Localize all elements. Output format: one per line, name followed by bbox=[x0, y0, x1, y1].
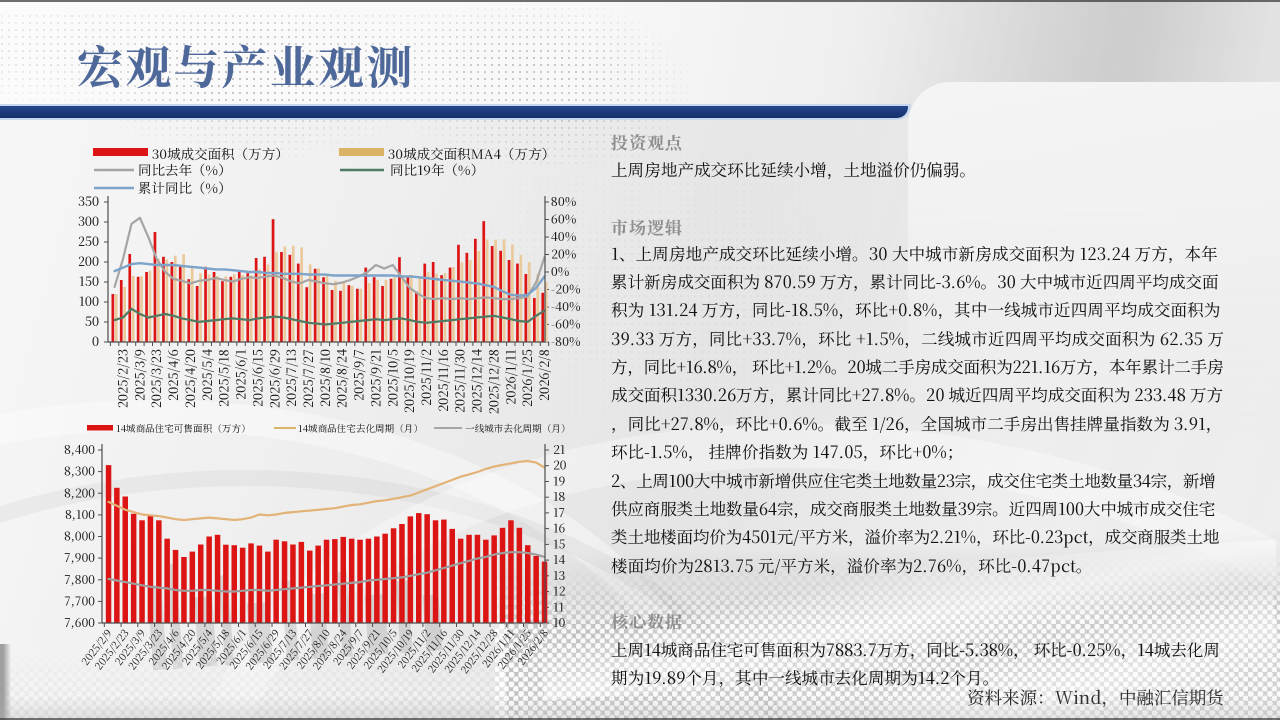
svg-text:-20%: -20% bbox=[551, 280, 581, 298]
svg-text:250: 250 bbox=[78, 231, 99, 250]
svg-text:15: 15 bbox=[553, 535, 565, 552]
svg-text:8,200: 8,200 bbox=[64, 484, 95, 501]
svg-text:2025/5/18: 2025/5/18 bbox=[214, 349, 233, 407]
svg-text:2026/1/25: 2026/1/25 bbox=[517, 349, 536, 407]
svg-text:30城成交面积（万方）: 30城成交面积（万方） bbox=[152, 143, 289, 163]
svg-text:2025/7/27: 2025/7/27 bbox=[298, 349, 317, 408]
svg-text:2025/9/21: 2025/9/21 bbox=[365, 349, 384, 407]
svg-text:2025/11/2: 2025/11/2 bbox=[416, 349, 435, 406]
svg-text:8,300: 8,300 bbox=[64, 463, 95, 480]
svg-text:-60%: -60% bbox=[551, 315, 581, 333]
svg-text:10: 10 bbox=[553, 614, 566, 631]
svg-text:150: 150 bbox=[79, 271, 99, 290]
svg-text:2025/6/29: 2025/6/29 bbox=[264, 349, 283, 408]
svg-text:2025/3/9: 2025/3/9 bbox=[129, 349, 148, 401]
svg-text:2025/6/1: 2025/6/1 bbox=[231, 349, 250, 400]
svg-text:100: 100 bbox=[79, 291, 99, 310]
svg-text:30城成交面积MA4（万方）: 30城成交面积MA4（万方） bbox=[388, 143, 555, 163]
svg-text:8,000: 8,000 bbox=[64, 528, 95, 545]
svg-text:17: 17 bbox=[553, 504, 565, 521]
svg-text:-40%: -40% bbox=[551, 297, 581, 315]
svg-text:2025/4/6: 2025/4/6 bbox=[163, 349, 182, 401]
svg-text:2025/12/28: 2025/12/28 bbox=[483, 349, 502, 414]
svg-text:14: 14 bbox=[553, 551, 566, 568]
svg-text:19: 19 bbox=[553, 472, 565, 489]
svg-text:同比去年（%）: 同比去年（%） bbox=[138, 159, 232, 179]
svg-text:7,700: 7,700 bbox=[64, 592, 95, 609]
svg-text:350: 350 bbox=[78, 191, 99, 210]
svg-text:8,400: 8,400 bbox=[64, 441, 95, 458]
svg-text:80%: 80% bbox=[551, 192, 576, 210]
svg-text:2025/8/10: 2025/8/10 bbox=[315, 349, 334, 407]
svg-text:7,600: 7,600 bbox=[64, 614, 95, 631]
svg-text:2025/10/5: 2025/10/5 bbox=[382, 349, 401, 407]
svg-text:0%: 0% bbox=[551, 262, 569, 280]
svg-text:2026/1/11: 2026/1/11 bbox=[500, 349, 519, 405]
svg-text:200: 200 bbox=[78, 251, 99, 270]
svg-text:0: 0 bbox=[92, 331, 99, 350]
svg-text:60%: 60% bbox=[551, 210, 576, 228]
svg-text:同比19年（%）: 同比19年（%） bbox=[390, 159, 484, 179]
svg-text:16: 16 bbox=[553, 520, 565, 537]
svg-text:14城商品住宅去化周期（月）: 14城商品住宅去化周期（月） bbox=[298, 421, 423, 435]
svg-text:21: 21 bbox=[553, 441, 566, 458]
svg-text:2025/11/30: 2025/11/30 bbox=[450, 349, 469, 413]
svg-text:2025/7/13: 2025/7/13 bbox=[281, 349, 300, 407]
svg-text:一线城市去化周期（月）: 一线城市去化周期（月） bbox=[465, 421, 571, 435]
svg-text:14城商品住宅可售面积（万方）: 14城商品住宅可售面积（万方） bbox=[116, 421, 251, 435]
svg-text:2025/3/23: 2025/3/23 bbox=[146, 349, 165, 408]
svg-text:18: 18 bbox=[553, 488, 565, 505]
svg-text:-80%: -80% bbox=[551, 332, 581, 350]
svg-text:2025/11/16: 2025/11/16 bbox=[433, 349, 452, 412]
svg-text:20%: 20% bbox=[551, 245, 576, 263]
svg-text:2025/9/7: 2025/9/7 bbox=[349, 349, 368, 401]
svg-text:2025/2/23: 2025/2/23 bbox=[113, 349, 132, 408]
svg-text:50: 50 bbox=[85, 311, 99, 330]
svg-text:2025/4/20: 2025/4/20 bbox=[180, 349, 199, 408]
svg-text:2026/2/8: 2026/2/8 bbox=[534, 349, 553, 401]
svg-text:2025/5/4: 2025/5/4 bbox=[197, 348, 216, 401]
svg-text:13: 13 bbox=[553, 567, 565, 584]
svg-text:40%: 40% bbox=[551, 227, 576, 245]
svg-text:7,800: 7,800 bbox=[64, 571, 95, 588]
svg-text:300: 300 bbox=[78, 211, 99, 230]
svg-text:累计同比（%）: 累计同比（%） bbox=[138, 177, 232, 197]
svg-text:8,100: 8,100 bbox=[65, 506, 95, 523]
svg-text:11: 11 bbox=[553, 598, 565, 615]
svg-text:20: 20 bbox=[553, 457, 567, 474]
svg-text:2025/12/14: 2025/12/14 bbox=[467, 348, 486, 413]
svg-text:12: 12 bbox=[553, 583, 566, 600]
svg-text:2025/8/24: 2025/8/24 bbox=[332, 348, 351, 408]
svg-text:2025/6/15: 2025/6/15 bbox=[247, 349, 266, 407]
svg-text:2025/10/19: 2025/10/19 bbox=[399, 349, 418, 413]
svg-text:7,900: 7,900 bbox=[64, 549, 95, 566]
